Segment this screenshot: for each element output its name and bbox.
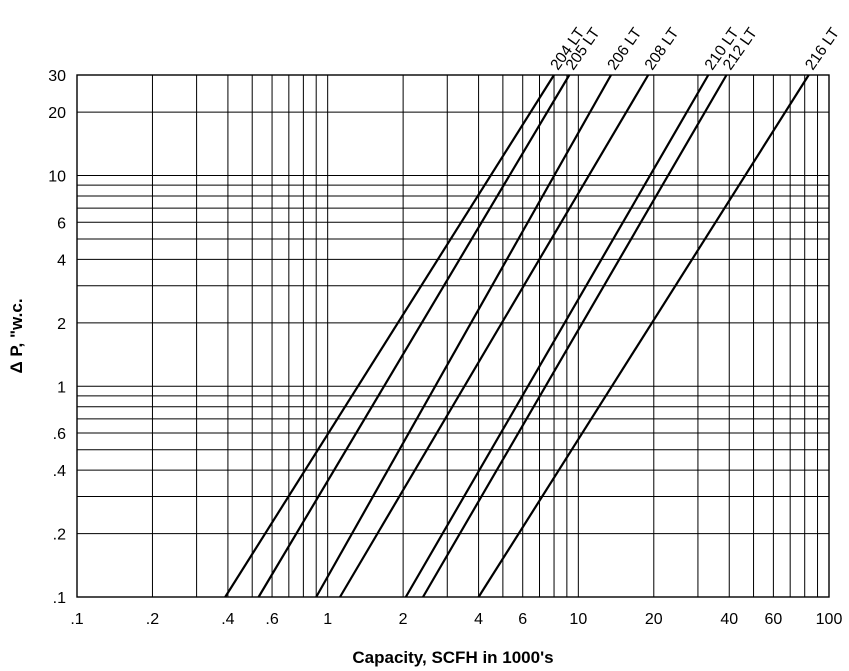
x-tick-label: 1 [323,611,332,628]
x-tick-label: 100 [816,611,843,628]
x-tick-label: .2 [146,611,159,628]
y-tick-label: 2 [57,316,66,333]
grid [77,75,829,597]
x-tick-label: .4 [221,611,234,628]
plot-frame [76,74,830,598]
y-tick-label: 1 [57,379,66,396]
y-tick-label: 6 [57,215,66,232]
y-tick-label: 4 [57,252,66,269]
y-tick-label: .2 [53,527,66,544]
series-label: 206 LT [604,25,645,74]
x-tick-label: .1 [70,611,83,628]
series-line [477,74,810,598]
series-line [224,74,555,598]
series-label: 208 LT [642,25,683,74]
series-line [422,74,728,598]
x-tick-label: 10 [569,611,587,628]
y-tick-label: 30 [48,68,66,85]
series-label: 216 LT [802,25,843,74]
y-tick-label: .4 [53,463,66,480]
x-tick-label: .6 [265,611,278,628]
y-axis-title: Δ P, "w.c. [7,298,26,373]
x-axis-title: Capacity, SCFH in 1000's [352,648,553,667]
x-tick-label: 20 [645,611,663,628]
series-lines [224,74,810,598]
series-line [339,74,650,598]
series-line [257,74,571,598]
x-tick-label: 6 [518,611,527,628]
x-tick-label: 40 [720,611,738,628]
x-tick-label: 2 [399,611,408,628]
y-tick-label: 10 [48,169,66,186]
x-axis-ticks: .1 .2 .4 .6 1 2 4 6 10 20 40 60 100 [70,611,842,628]
series-line [315,74,612,598]
y-tick-label: 20 [48,105,66,122]
y-tick-label: .1 [53,590,66,607]
series-line [404,74,710,598]
x-tick-label: 60 [764,611,782,628]
y-tick-label: .6 [53,426,66,443]
y-axis-ticks: .1 .2 .4 .6 1 2 4 6 10 20 30 [48,68,66,607]
x-tick-label: 4 [474,611,483,628]
